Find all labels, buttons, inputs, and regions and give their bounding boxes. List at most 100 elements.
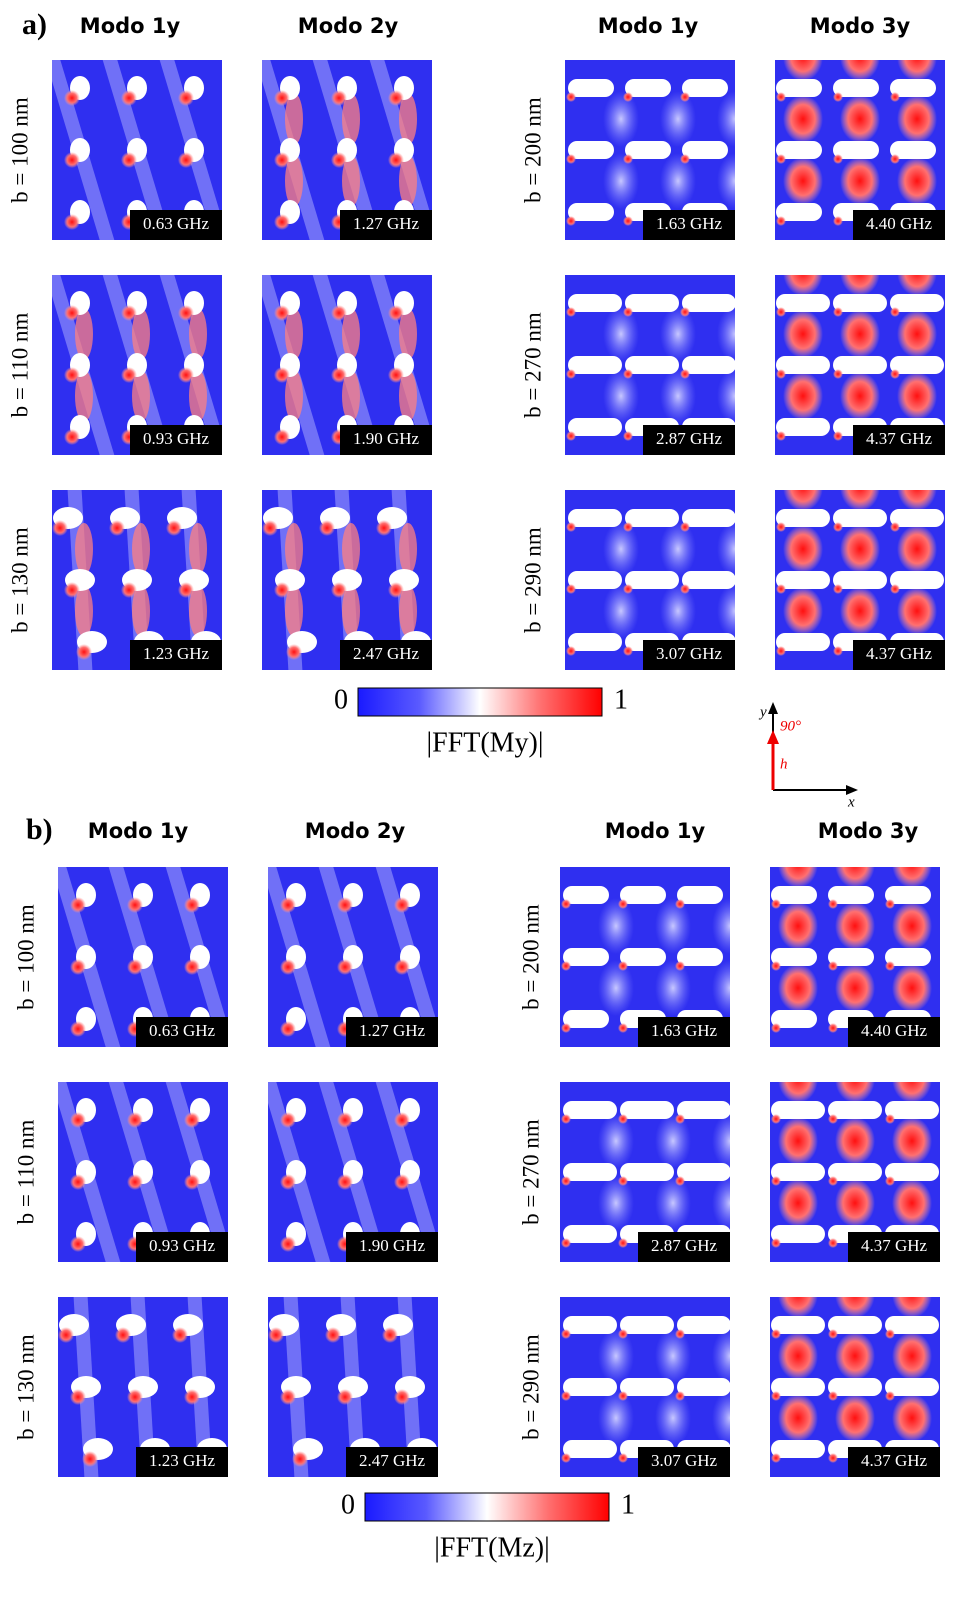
red-lobe [835, 964, 875, 1012]
panel: 0.63 GHz [50, 50, 224, 250]
panel: 1.90 GHz [260, 265, 434, 465]
row-label: b = 290 nm [520, 527, 545, 633]
frequency-label: 1.63 GHz [651, 1021, 718, 1040]
red-spot [675, 961, 685, 971]
figure: y x h 90° a)Modo 1yModo 2yModo 1yModo 3y… [0, 0, 972, 1620]
red-spot [675, 1114, 685, 1124]
panel: 3.07 GHz [565, 490, 753, 670]
frequency-label: 2.47 GHz [353, 644, 420, 663]
red-lobe [897, 248, 937, 296]
red-spot [337, 1174, 353, 1190]
light-lobe [603, 153, 639, 209]
bar-hole [625, 356, 679, 374]
bar-hole [620, 1316, 674, 1334]
red-lobe [835, 1512, 875, 1560]
red-spot [178, 367, 194, 383]
column-header: Modo 1y [605, 819, 706, 843]
red-lobe [778, 1332, 818, 1380]
light-lobe [655, 1113, 691, 1169]
inset-x-label: x [847, 794, 855, 810]
bar-hole [563, 1378, 617, 1396]
red-spot [833, 307, 843, 317]
panel: 3.07 GHz [560, 1297, 748, 1477]
red-lobe [840, 33, 880, 81]
light-lobe [712, 960, 748, 1016]
red-spot [286, 644, 302, 660]
red-lobe [778, 1179, 818, 1227]
red-spot [828, 961, 838, 971]
light-lobe [598, 1328, 634, 1384]
light-lobe [660, 153, 696, 209]
red-spot [623, 369, 633, 379]
red-spot [184, 897, 200, 913]
red-spot [680, 522, 690, 532]
red-spot [388, 152, 404, 168]
frequency-label: 4.37 GHz [866, 644, 933, 663]
light-lobe [598, 1175, 634, 1231]
red-spot [890, 584, 900, 594]
light-lobe [655, 1390, 691, 1446]
red-spot [618, 961, 628, 971]
red-spot [828, 1238, 838, 1248]
red-spot [184, 1174, 200, 1190]
red-spot [623, 216, 633, 226]
red-lobe [892, 1179, 932, 1227]
red-spot [890, 154, 900, 164]
bar-hole [563, 1225, 617, 1243]
red-spot [833, 522, 843, 532]
red-spot [178, 582, 194, 598]
red-spot [561, 1114, 571, 1124]
red-spot [771, 1329, 781, 1339]
panel: 4.37 GHz [775, 463, 945, 753]
red-spot [833, 646, 843, 656]
red-spot [388, 367, 404, 383]
red-spot [376, 520, 392, 536]
red-spot [70, 897, 86, 913]
red-spot [58, 1327, 74, 1343]
bar-hole [568, 294, 622, 312]
red-spot [394, 959, 410, 975]
red-spot [64, 214, 80, 230]
frequency-label: 1.63 GHz [656, 214, 723, 233]
red-spot [262, 520, 278, 536]
red-spot [675, 899, 685, 909]
red-lobe [892, 840, 932, 888]
bar-hole [625, 509, 679, 527]
row-label: b = 110 nm [7, 313, 32, 418]
red-spot [121, 152, 137, 168]
red-spot [121, 582, 137, 598]
red-lobe [835, 1332, 875, 1380]
red-spot [274, 429, 290, 445]
red-spot [280, 1112, 296, 1128]
red-spot [890, 307, 900, 317]
red-spot [280, 897, 296, 913]
frequency-label: 0.93 GHz [143, 429, 210, 448]
red-spot [121, 305, 137, 321]
inset-angle-label: 90° [780, 718, 801, 734]
red-lobe [783, 525, 823, 573]
red-lobe [892, 1117, 932, 1165]
light-lobe [603, 306, 639, 362]
inset-field-label: h [780, 756, 788, 772]
red-spot [618, 1176, 628, 1186]
red-spot [121, 90, 137, 106]
light-lobe [717, 306, 753, 362]
colorbar-title: |FFT(Mz)| [434, 1532, 549, 1563]
column-header: Modo 2y [298, 14, 399, 38]
red-spot [70, 1389, 86, 1405]
row-label: b = 130 nm [13, 1334, 38, 1440]
red-lobe [897, 705, 937, 753]
red-spot [623, 646, 633, 656]
red-lobe [835, 1055, 875, 1103]
red-spot [680, 584, 690, 594]
red-spot [566, 431, 576, 441]
light-lobe [717, 153, 753, 209]
red-spot [885, 1329, 895, 1339]
page: {"figure": { "groups": [ {"label": "a)",… [0, 0, 972, 1620]
bar-hole [568, 356, 622, 374]
red-lobe [892, 1270, 932, 1318]
frequency-label: 1.23 GHz [149, 1451, 216, 1470]
red-band [342, 523, 360, 575]
red-spot [828, 1114, 838, 1124]
red-spot [771, 1114, 781, 1124]
